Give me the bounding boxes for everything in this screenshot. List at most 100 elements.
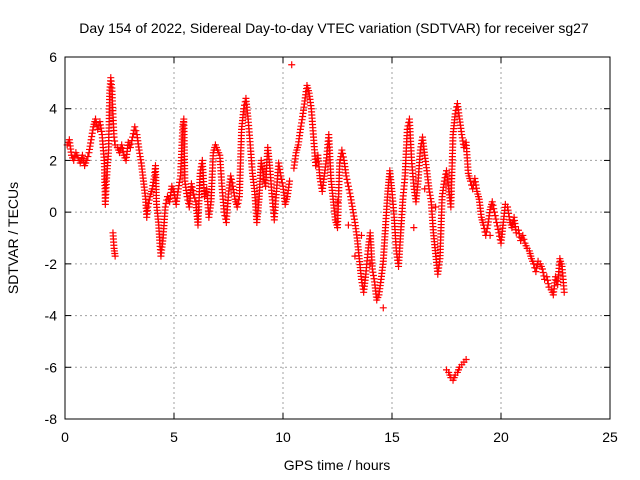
data-point xyxy=(421,185,429,193)
data-point xyxy=(432,203,440,211)
y-tick-label: -8 xyxy=(45,411,58,427)
data-point xyxy=(544,276,552,284)
data-point xyxy=(132,127,140,135)
chart-title: Day 154 of 2022, Sidereal Day-to-day VTE… xyxy=(79,20,589,36)
data-point xyxy=(94,125,102,133)
y-tick-label: 6 xyxy=(49,49,57,65)
data-point xyxy=(78,151,86,159)
data-point xyxy=(483,225,491,233)
data-point xyxy=(277,172,285,180)
data-point xyxy=(520,235,528,243)
data-point xyxy=(544,280,552,288)
data-point xyxy=(235,196,243,204)
x-tick-label: 0 xyxy=(61,429,69,445)
data-point xyxy=(560,288,568,296)
x-tick-label: 20 xyxy=(493,429,509,445)
data-point xyxy=(339,150,347,158)
data-point xyxy=(312,162,320,170)
data-point xyxy=(451,110,459,118)
y-tick-label: -2 xyxy=(45,256,58,272)
data-point xyxy=(286,177,294,185)
x-tick-label: 10 xyxy=(275,429,291,445)
data-point xyxy=(92,115,100,123)
data-point xyxy=(339,153,347,161)
data-point xyxy=(145,196,153,204)
data-point xyxy=(533,264,541,272)
data-point xyxy=(440,177,448,185)
data-point xyxy=(351,252,359,260)
x-axis-label: GPS time / hours xyxy=(284,457,391,473)
data-point xyxy=(469,185,477,193)
data-point xyxy=(343,175,351,183)
data-point xyxy=(338,146,346,154)
data-point xyxy=(190,190,198,198)
data-point xyxy=(538,265,546,273)
data-point xyxy=(127,140,135,148)
data-point xyxy=(278,175,286,183)
x-tick-label: 15 xyxy=(384,429,400,445)
data-point xyxy=(334,198,341,206)
data-point xyxy=(366,260,374,268)
data-point xyxy=(344,179,352,187)
data-point xyxy=(494,225,502,233)
data-point xyxy=(530,260,538,268)
data-points xyxy=(63,61,568,384)
data-point xyxy=(466,177,474,185)
data-point xyxy=(234,200,242,208)
data-point xyxy=(144,203,152,211)
data-point xyxy=(515,230,523,238)
data-point xyxy=(161,203,169,211)
data-point xyxy=(189,187,197,195)
data-point xyxy=(357,231,365,239)
data-point xyxy=(83,156,91,164)
y-tick-label: 0 xyxy=(49,204,57,220)
y-axis-label: SDTVAR / TECUs xyxy=(5,182,21,294)
data-point xyxy=(187,180,195,188)
data-point xyxy=(491,212,499,220)
data-point xyxy=(514,226,522,234)
data-point xyxy=(490,205,498,213)
data-point xyxy=(131,123,139,131)
data-point xyxy=(240,105,248,113)
data-point xyxy=(278,179,286,187)
y-tick-label: 4 xyxy=(49,101,57,117)
y-tick-label: -6 xyxy=(45,359,58,375)
data-point xyxy=(128,137,136,145)
data-point xyxy=(188,183,196,191)
grid xyxy=(65,57,610,419)
data-point xyxy=(342,172,350,180)
data-point xyxy=(346,189,354,197)
data-point xyxy=(539,268,547,276)
data-point xyxy=(145,200,153,208)
plot-frame xyxy=(64,56,611,420)
data-point xyxy=(490,208,498,216)
data-point xyxy=(228,179,236,187)
data-point xyxy=(482,228,490,236)
x-tick-label: 5 xyxy=(170,429,178,445)
data-point xyxy=(233,203,241,211)
data-point xyxy=(543,273,551,281)
data-point xyxy=(488,198,496,206)
data-point xyxy=(162,200,170,208)
data-point xyxy=(462,356,470,364)
data-point xyxy=(118,141,126,149)
y-tick-label: 2 xyxy=(49,152,57,168)
data-point xyxy=(84,153,92,161)
data-point xyxy=(495,229,503,237)
data-point xyxy=(532,268,540,276)
y-tick-label: -4 xyxy=(45,308,58,324)
data-point xyxy=(79,155,87,163)
data-point xyxy=(493,218,501,226)
data-point xyxy=(345,186,353,194)
data-point xyxy=(183,193,191,201)
data-point xyxy=(486,231,494,239)
data-point xyxy=(493,222,501,230)
data-point xyxy=(227,172,235,180)
data-point xyxy=(492,215,500,223)
data-point xyxy=(344,182,352,190)
data-point xyxy=(288,61,296,69)
data-point xyxy=(519,231,527,239)
data-point xyxy=(410,224,418,232)
x-tick-label: 25 xyxy=(602,429,618,445)
